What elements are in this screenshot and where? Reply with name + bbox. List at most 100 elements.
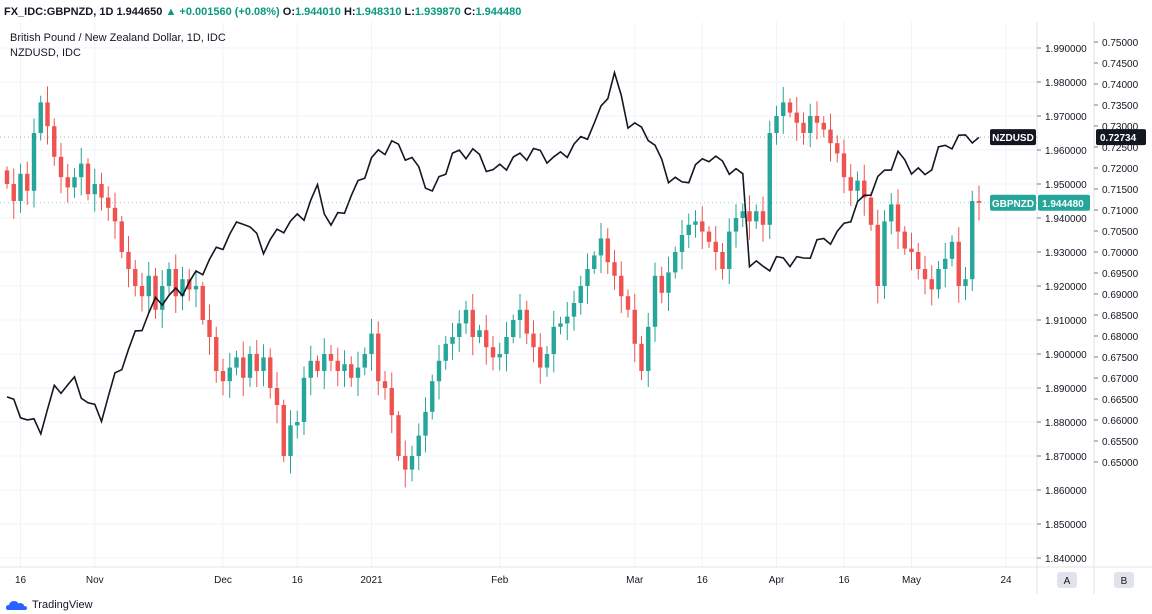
- price-chart[interactable]: 1.990000 1.980000 1.970000 1.960000 1.950000…: [0, 22, 1152, 594]
- candle-body: [207, 320, 212, 337]
- nzdusd-price-tag: [1096, 129, 1146, 146]
- candle: [666, 256, 671, 311]
- right-axis-tick-label: 0.65000: [1102, 458, 1139, 469]
- candle-body: [828, 129, 833, 144]
- candle-body: [517, 309, 523, 320]
- right-axis-tick-label: 0.71500: [1102, 185, 1139, 196]
- candle: [916, 242, 921, 280]
- candle-body: [315, 360, 320, 371]
- candle: [106, 186, 111, 221]
- candle: [11, 168, 16, 219]
- candle-body: [524, 309, 529, 334]
- candle-body: [889, 204, 894, 222]
- candle: [288, 410, 293, 474]
- candle-body: [484, 330, 489, 348]
- up-triangle-icon: ▲: [165, 6, 177, 18]
- candle: [335, 347, 340, 387]
- candle-body: [416, 435, 421, 456]
- candle-body: [666, 272, 671, 293]
- symbol-name[interactable]: FX_IDC:GBPNZD: [4, 6, 94, 18]
- candle: [227, 353, 232, 398]
- candle-body: [72, 177, 77, 188]
- nzdusd-series-tag: [990, 129, 1036, 146]
- candle-body: [85, 163, 91, 195]
- candle-body: [700, 221, 705, 232]
- candle: [322, 338, 327, 390]
- candle: [79, 147, 84, 196]
- candle: [443, 335, 448, 370]
- left-axis-tick-label: 1.980000: [1045, 78, 1087, 89]
- candle-body: [538, 347, 543, 368]
- axis-button-b[interactable]: [1114, 572, 1134, 588]
- candle-body: [605, 238, 610, 263]
- candle: [963, 266, 968, 301]
- candle-body: [166, 269, 172, 286]
- candle-body: [214, 337, 219, 371]
- candle: [274, 372, 280, 424]
- right-axis-tick-label: 0.75000: [1102, 38, 1139, 49]
- candle-body: [821, 122, 826, 130]
- candle-body: [139, 286, 145, 297]
- candle: [301, 366, 307, 435]
- candle-body: [673, 252, 678, 273]
- candle: [281, 399, 286, 463]
- x-axis-tick-label: 16: [292, 575, 304, 586]
- candle-body: [504, 337, 509, 354]
- candle: [187, 268, 192, 302]
- candle-body: [160, 286, 165, 310]
- candle-body: [882, 221, 887, 286]
- candle-body: [659, 275, 664, 293]
- candle: [92, 168, 97, 212]
- candle-body: [25, 173, 30, 191]
- symbol-header: FX_IDC:GBPNZD, 1D 1.944650 ▲ +0.001560 (…: [4, 6, 522, 18]
- candle-body: [551, 326, 556, 354]
- candle-body: [713, 241, 718, 252]
- candle-body: [423, 411, 428, 436]
- left-axis-tick-label: 1.940000: [1045, 214, 1087, 225]
- candle: [504, 321, 509, 372]
- candle: [436, 344, 442, 400]
- candle-body: [18, 173, 23, 201]
- right-axis-tick-label: 0.72000: [1102, 164, 1139, 175]
- candle: [875, 209, 880, 304]
- candle-body: [220, 371, 226, 382]
- candle: [774, 105, 779, 145]
- candle-body: [794, 112, 799, 123]
- candle-body: [227, 367, 232, 382]
- candle-body: [875, 224, 880, 286]
- candle-body: [747, 211, 752, 222]
- x-axis-tick-label: 16: [838, 575, 850, 586]
- candle: [355, 351, 361, 397]
- candle: [139, 272, 145, 312]
- candle: [686, 213, 691, 248]
- candle: [214, 326, 219, 383]
- chart-area[interactable]: 1.990000 1.980000 1.970000 1.960000 1.950000…: [0, 22, 1152, 594]
- candle: [592, 251, 597, 274]
- right-axis-tick-label: 0.67000: [1102, 374, 1139, 385]
- candle: [970, 190, 975, 291]
- candle-body: [355, 367, 361, 378]
- right-axis-tick-label: 0.70000: [1102, 248, 1139, 259]
- candle: [160, 270, 165, 329]
- x-axis-tick-label: 16: [697, 575, 709, 586]
- x-axis-tick-label: Apr: [769, 575, 785, 586]
- interval[interactable]: 1D: [99, 6, 114, 18]
- candle: [848, 164, 853, 206]
- right-axis-tick-label: 0.69000: [1102, 290, 1139, 301]
- candle: [450, 323, 455, 360]
- candle: [551, 310, 556, 373]
- candle: [625, 289, 631, 318]
- candle: [531, 320, 536, 363]
- candle: [808, 103, 813, 148]
- gbpnzd-series-label: GBPNZD: [992, 199, 1034, 210]
- candle-body: [477, 330, 482, 337]
- candle: [376, 321, 381, 396]
- candle: [868, 192, 874, 231]
- open-value: 1.944010: [295, 6, 341, 18]
- axis-button-a[interactable]: [1057, 572, 1077, 588]
- candle-body: [58, 156, 64, 178]
- gbpnzd-price-label: 1.944480: [1042, 199, 1084, 210]
- gbpnzd-series-tag: [990, 194, 1036, 211]
- candle: [126, 236, 131, 288]
- price-change: +0.001560 (+0.08%): [179, 6, 280, 18]
